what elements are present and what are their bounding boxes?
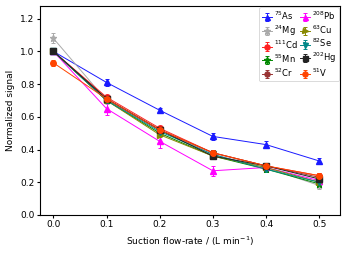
X-axis label: Suction flow-rate / (L min$^{-1}$): Suction flow-rate / (L min$^{-1}$) xyxy=(126,235,254,248)
Y-axis label: Normalized signal: Normalized signal xyxy=(6,70,15,151)
Legend: $^{75}$As, $^{24}$Mg, $^{111}$Cd, $^{55}$Mn, $^{52}$Cr, $^{208}$Pb, $^{63}$Cu, $: $^{75}$As, $^{24}$Mg, $^{111}$Cd, $^{55}… xyxy=(260,7,339,81)
